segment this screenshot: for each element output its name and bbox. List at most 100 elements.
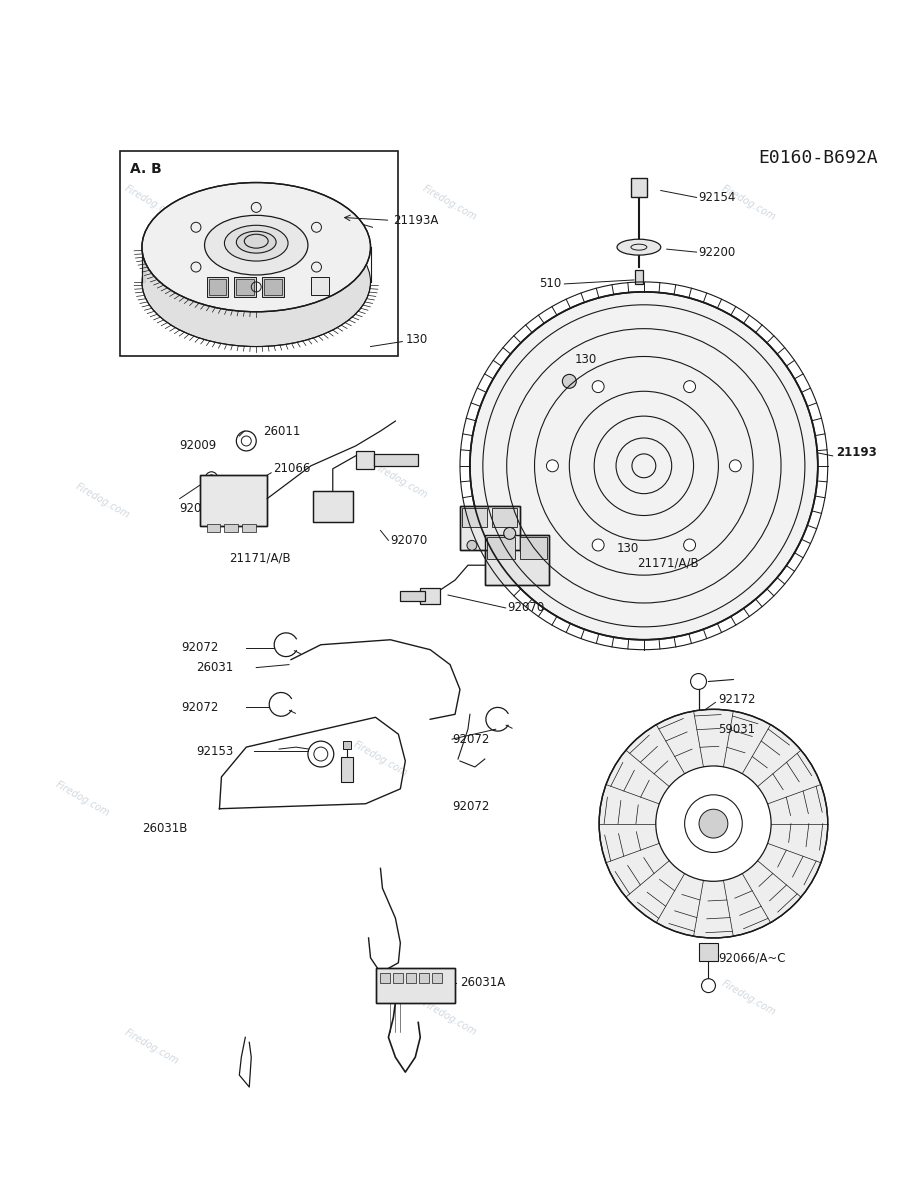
- Text: 21171/A/B: 21171/A/B: [229, 552, 291, 565]
- Text: 92009: 92009: [180, 439, 217, 452]
- Circle shape: [592, 380, 604, 392]
- Circle shape: [562, 374, 576, 389]
- Circle shape: [547, 460, 558, 472]
- Circle shape: [699, 809, 728, 838]
- Ellipse shape: [617, 239, 661, 256]
- Text: A. B: A. B: [130, 162, 161, 175]
- Circle shape: [656, 766, 771, 881]
- Bar: [432, 973, 442, 983]
- Text: 26031: 26031: [196, 661, 234, 674]
- Bar: [235, 277, 256, 296]
- Bar: [419, 973, 429, 983]
- Bar: [311, 277, 329, 295]
- Circle shape: [503, 528, 515, 539]
- Text: Firedog.com: Firedog.com: [123, 182, 181, 222]
- Text: Firedog.com: Firedog.com: [123, 1027, 181, 1067]
- Bar: [699, 943, 718, 961]
- Text: 92072: 92072: [182, 641, 219, 654]
- Circle shape: [729, 460, 741, 472]
- Text: 21066: 21066: [273, 462, 311, 475]
- Bar: [487, 538, 514, 559]
- Bar: [373, 454, 418, 466]
- Text: 26031A: 26031A: [460, 976, 505, 989]
- Text: Firedog.com: Firedog.com: [53, 779, 111, 818]
- Text: 92072: 92072: [182, 701, 219, 714]
- Text: 21171/A/B: 21171/A/B: [637, 557, 699, 570]
- Text: 92153: 92153: [196, 744, 234, 757]
- Text: 92200: 92200: [699, 246, 735, 259]
- Bar: [462, 508, 487, 528]
- Bar: [401, 592, 425, 601]
- Bar: [264, 278, 282, 295]
- Text: Firedog.com: Firedog.com: [371, 461, 429, 500]
- Circle shape: [592, 539, 604, 551]
- Bar: [375, 967, 455, 1002]
- Bar: [635, 270, 643, 284]
- Bar: [420, 588, 440, 604]
- Ellipse shape: [142, 217, 370, 347]
- Bar: [460, 505, 520, 551]
- Text: Firedog.com: Firedog.com: [73, 481, 131, 520]
- Bar: [208, 278, 226, 295]
- Bar: [341, 757, 353, 782]
- Bar: [313, 491, 353, 522]
- Text: Firedog.com: Firedog.com: [719, 978, 777, 1018]
- Bar: [375, 967, 455, 1002]
- Bar: [200, 475, 267, 527]
- Bar: [356, 451, 373, 469]
- Circle shape: [467, 540, 477, 551]
- Bar: [242, 524, 256, 533]
- Bar: [206, 277, 228, 296]
- Bar: [492, 508, 516, 528]
- Text: 92070: 92070: [391, 534, 427, 547]
- Bar: [200, 475, 267, 527]
- Ellipse shape: [142, 182, 370, 312]
- Text: 92072: 92072: [452, 733, 490, 745]
- Text: E0160-B692A: E0160-B692A: [758, 149, 878, 167]
- Text: Firedog.com: Firedog.com: [421, 182, 479, 222]
- Bar: [343, 742, 350, 749]
- Text: 21193A: 21193A: [393, 214, 438, 227]
- Bar: [206, 524, 220, 533]
- Bar: [460, 505, 520, 551]
- Bar: [237, 278, 254, 295]
- Bar: [485, 535, 549, 586]
- Text: Firedog.com: Firedog.com: [421, 998, 479, 1037]
- Text: 130: 130: [617, 542, 639, 554]
- Text: 92172: 92172: [718, 692, 756, 706]
- Bar: [406, 973, 416, 983]
- Text: 59031: 59031: [718, 722, 756, 736]
- Circle shape: [684, 539, 696, 551]
- Bar: [120, 151, 398, 356]
- Bar: [520, 538, 547, 559]
- Circle shape: [599, 709, 828, 938]
- Ellipse shape: [204, 215, 308, 275]
- Bar: [262, 277, 284, 296]
- Polygon shape: [142, 247, 145, 282]
- Circle shape: [470, 292, 818, 640]
- Ellipse shape: [225, 226, 288, 262]
- Text: Firedog.com: Firedog.com: [669, 730, 727, 769]
- Text: 130: 130: [405, 334, 427, 346]
- Text: 26031B: 26031B: [142, 822, 187, 835]
- Bar: [381, 973, 391, 983]
- Text: 510: 510: [539, 277, 562, 290]
- Text: 26011: 26011: [263, 425, 301, 438]
- Text: Firedog.com: Firedog.com: [690, 461, 747, 500]
- Text: 92066/A~C: 92066/A~C: [718, 952, 786, 965]
- Bar: [485, 535, 549, 586]
- Bar: [393, 973, 403, 983]
- Text: Firedog.com: Firedog.com: [719, 182, 777, 222]
- Text: 92009: 92009: [180, 502, 217, 515]
- Text: 92154: 92154: [699, 191, 736, 204]
- Bar: [225, 524, 238, 533]
- Circle shape: [684, 380, 696, 392]
- Bar: [631, 178, 646, 198]
- Text: Firedog.com: Firedog.com: [351, 739, 409, 779]
- Bar: [313, 491, 353, 522]
- Ellipse shape: [237, 232, 276, 253]
- Text: 92072: 92072: [452, 800, 490, 814]
- Text: 92070: 92070: [508, 601, 545, 614]
- Text: 130: 130: [574, 353, 597, 366]
- Text: 21193: 21193: [835, 446, 877, 460]
